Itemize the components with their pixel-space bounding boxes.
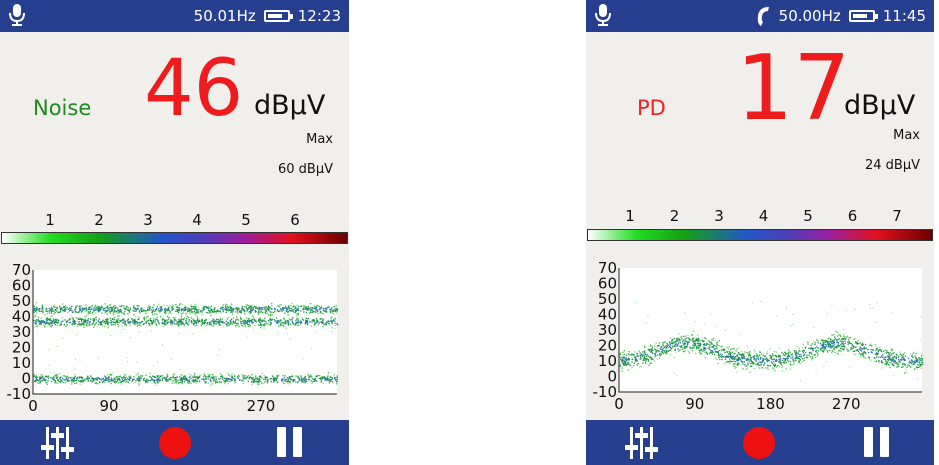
max-label: Max	[893, 128, 920, 143]
frequency-readout: 50.01Hz	[193, 7, 256, 25]
measured-value: 17	[736, 36, 851, 141]
value-unit: dBμV	[254, 90, 326, 121]
mode-label: PD	[637, 96, 666, 120]
y-tick-label: 10	[12, 354, 31, 372]
y-tick-label: 60	[598, 275, 617, 293]
measured-value: 46	[144, 44, 244, 134]
max-value: 24 dBμV	[864, 158, 920, 173]
record-button[interactable]	[743, 427, 775, 459]
battery-icon	[263, 10, 293, 22]
mode-label: Noise	[33, 96, 92, 120]
scale-number: 6	[847, 207, 858, 225]
color-scale-bar	[587, 229, 933, 241]
scale-number: 2	[94, 211, 104, 229]
noise-device-panel: 50.01Hz 12:23 Noise 46 dBμV Max 60 dBμV …	[0, 0, 349, 465]
plot-axes	[32, 270, 337, 395]
clock: 12:23	[297, 7, 341, 25]
clock: 11:45	[882, 7, 926, 25]
x-tick-label: 180	[171, 397, 200, 415]
scale-number: 1	[625, 207, 635, 225]
pause-icon	[864, 427, 873, 457]
value-unit: dBμV	[844, 90, 916, 121]
y-tick-label: 20	[12, 339, 31, 357]
y-tick-label: 50	[12, 292, 31, 310]
scale-number: 1	[45, 211, 55, 229]
x-tick-label: 90	[685, 395, 704, 413]
y-tick-label: -10	[7, 385, 32, 403]
max-label: Max	[306, 132, 333, 147]
y-tick-label: 30	[12, 323, 31, 341]
scale-number: 2	[669, 207, 680, 225]
y-tick-label: 0	[21, 370, 31, 388]
equalizer-sliders-icon[interactable]	[40, 427, 76, 459]
pause-button[interactable]	[277, 427, 303, 457]
handset-icon	[757, 7, 769, 26]
color-scale-bar	[1, 232, 348, 244]
prpd-plot: 70 60 50 40 30 20 10 0 -10 0 90 180 270	[586, 259, 934, 420]
frequency-readout: 50.00Hz	[778, 7, 841, 25]
battery-icon	[848, 10, 878, 22]
y-tick-label: 40	[598, 306, 617, 324]
prpd-plot: 70 60 50 40 30 20 10 0 -10 0 90 180 270	[0, 261, 349, 422]
scale-number: 3	[714, 207, 724, 225]
microphone-icon	[595, 4, 611, 26]
scale-number: 4	[758, 207, 769, 225]
pause-icon	[277, 427, 286, 457]
x-tick-label: 0	[614, 395, 624, 413]
microphone-icon	[9, 4, 25, 26]
pause-button[interactable]	[864, 427, 890, 457]
bottom-toolbar	[0, 420, 349, 465]
equalizer-sliders-icon[interactable]	[624, 427, 660, 459]
y-tick-label: -10	[593, 383, 618, 401]
scale-number: 5	[241, 211, 251, 229]
scale-number: 6	[290, 211, 300, 229]
status-bar: 50.01Hz 12:23	[0, 0, 349, 32]
pd-device-panel: 50.00Hz 11:45 PD 17 dBμV Max 24 dBμV 1 2 3…	[586, 0, 934, 465]
bottom-toolbar	[586, 420, 934, 465]
y-tick-label: 10	[598, 352, 617, 370]
scale-number: 4	[192, 211, 202, 229]
x-tick-label: 90	[99, 397, 118, 415]
color-scale-numbers: 1 2 3 4 5 6 7	[586, 207, 934, 225]
y-tick-label: 30	[598, 321, 617, 339]
y-tick-label: 60	[12, 277, 31, 295]
x-tick-label: 270	[832, 395, 861, 413]
scatter-points	[619, 300, 924, 382]
x-tick-label: 270	[247, 397, 276, 415]
record-button[interactable]	[159, 427, 191, 459]
y-tick-label: 20	[598, 337, 617, 355]
y-tick-label: 0	[607, 368, 617, 386]
color-scale-numbers: 1 2 3 4 5 6	[0, 211, 349, 229]
max-value: 60 dBμV	[277, 162, 333, 177]
y-tick-label: 70	[598, 259, 617, 277]
y-tick-label: 40	[12, 308, 31, 326]
scale-number: 3	[143, 211, 153, 229]
status-bar: 50.00Hz 11:45	[586, 0, 934, 32]
x-tick-label: 180	[756, 395, 785, 413]
scale-number: 5	[803, 207, 813, 225]
plot-axes	[618, 268, 922, 393]
scatter-points	[33, 302, 339, 387]
y-tick-label: 70	[12, 261, 31, 279]
scale-number: 7	[892, 207, 902, 225]
y-tick-label: 50	[598, 290, 617, 308]
x-tick-label: 0	[28, 397, 38, 415]
